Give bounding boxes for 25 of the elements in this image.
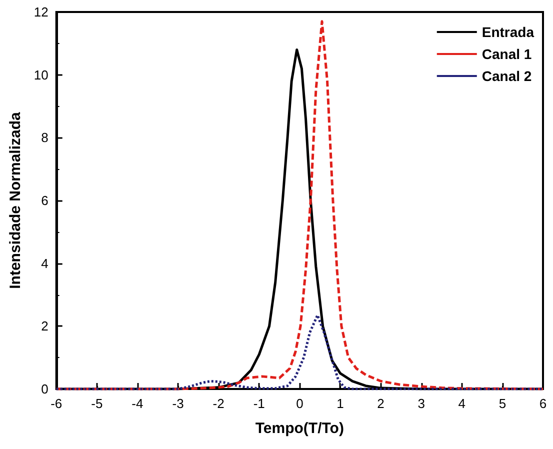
y-tick-label: 10 xyxy=(34,67,48,82)
x-tick-label: 0 xyxy=(296,396,304,411)
x-tick-label: 1 xyxy=(336,396,344,411)
y-tick-label: 0 xyxy=(41,382,48,396)
x-tick-label: -4 xyxy=(132,396,144,411)
x-tick-label: 2 xyxy=(377,396,384,411)
y-axis-title: Intensidade Normalizada xyxy=(7,111,24,289)
y-tick-label: 6 xyxy=(41,193,48,208)
y-tick-label: 2 xyxy=(41,318,48,334)
x-tick-label: -3 xyxy=(172,396,184,411)
x-axis-title: Tempo(T/To) xyxy=(255,420,344,437)
x-tick-label: -1 xyxy=(253,396,265,411)
legend-label: Entrada xyxy=(482,24,534,40)
x-tick-label: -5 xyxy=(91,396,103,411)
y-tick-label: 4 xyxy=(41,256,48,271)
x-tick-label: 4 xyxy=(458,396,466,411)
y-tick-label: 12 xyxy=(34,4,48,20)
legend-label: Canal 2 xyxy=(482,68,532,84)
legend-label: Canal 1 xyxy=(482,46,532,62)
x-tick-label: -2 xyxy=(212,396,224,411)
x-tick-label: 3 xyxy=(418,396,425,411)
y-tick-label: 8 xyxy=(41,130,48,146)
x-tick-label: -6 xyxy=(50,396,62,411)
x-tick-label: 6 xyxy=(539,396,547,411)
x-tick-label: 5 xyxy=(498,396,506,411)
